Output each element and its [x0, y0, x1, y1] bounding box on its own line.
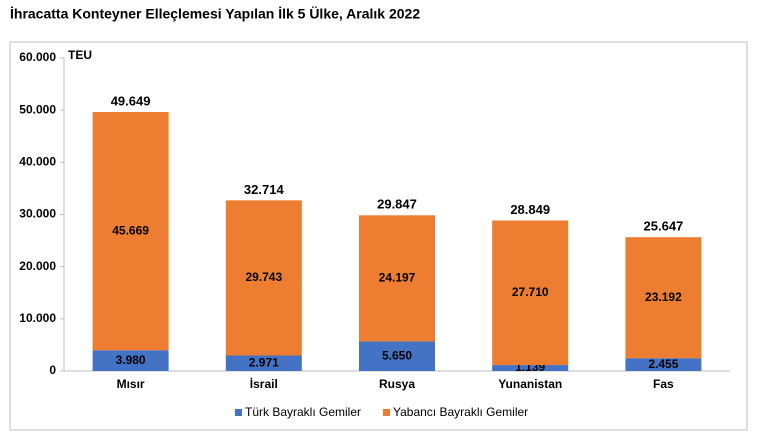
value-label: 2.455	[648, 357, 678, 371]
y-axis-unit: TEU	[68, 48, 92, 62]
legend-label: Yabancı Bayraklı Gemiler	[393, 405, 528, 419]
bar-segment	[359, 341, 435, 371]
bar-segment	[225, 200, 302, 356]
bar-segment	[625, 358, 702, 371]
y-tick-label: 10.000	[19, 311, 56, 325]
y-tick-label: 50.000	[19, 102, 56, 116]
y-tick-label: 60.000	[19, 50, 56, 64]
total-label: 28.849	[510, 202, 550, 217]
x-tick-label: Yunanistan	[498, 377, 562, 391]
value-label: 45.669	[112, 223, 149, 237]
y-tick-label: 30.000	[19, 207, 56, 221]
bar-segment	[492, 220, 569, 366]
total-label: 32.714	[244, 182, 285, 197]
value-label: 27.710	[512, 285, 549, 299]
value-label: 3.980	[116, 353, 146, 367]
x-tick-label: İsrail	[250, 376, 278, 391]
bar-segment	[359, 215, 435, 342]
y-tick-label: 40.000	[19, 155, 56, 169]
legend-swatch	[235, 409, 242, 416]
value-label: 23.192	[645, 290, 682, 304]
x-tick-label: Fas	[653, 377, 674, 391]
y-tick-label: 20.000	[19, 259, 56, 273]
bar-segment	[92, 111, 169, 351]
value-label: 2.971	[249, 355, 279, 369]
total-label: 49.649	[111, 93, 151, 108]
total-label: 29.847	[377, 197, 417, 212]
bar-segment	[92, 350, 169, 371]
total-label: 25.647	[644, 219, 684, 234]
legend-swatch	[383, 409, 390, 416]
value-label: 24.197	[379, 271, 416, 285]
value-label: 5.650	[382, 348, 412, 362]
x-tick-label: Rusya	[379, 377, 415, 391]
bar-segment	[492, 365, 569, 371]
y-tick-label: 0	[49, 363, 56, 377]
chart-title: İhracatta Konteyner Elleçlemesi Yapılan …	[10, 6, 420, 22]
legend-label: Türk Bayraklı Gemiler	[245, 405, 361, 419]
x-tick-label: Mısır	[117, 377, 145, 391]
chart-frame	[9, 41, 748, 431]
bar-segment	[625, 237, 702, 359]
bar-segment	[225, 355, 302, 371]
value-label: 29.743	[245, 270, 282, 284]
